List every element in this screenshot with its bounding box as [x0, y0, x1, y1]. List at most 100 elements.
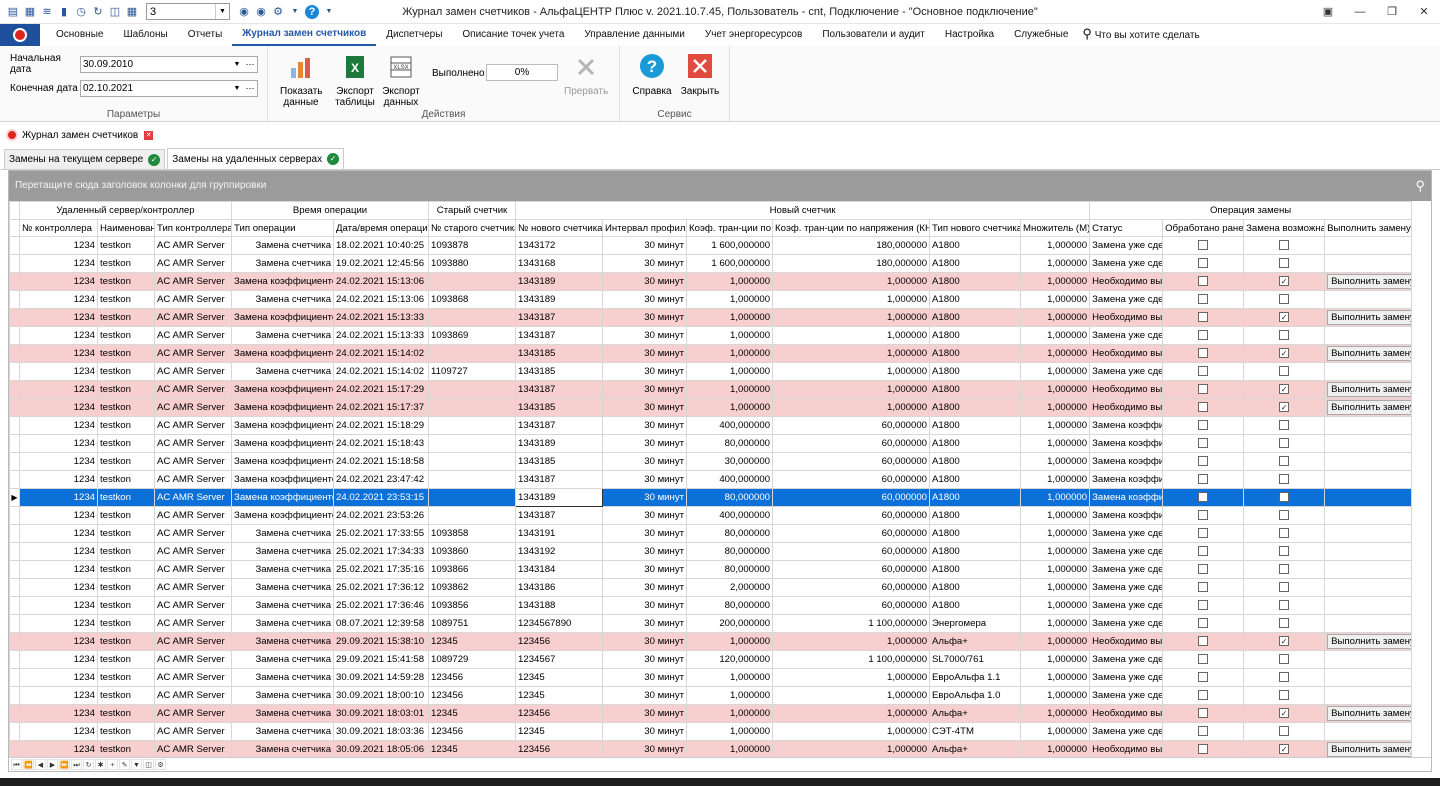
cell-current-ratio[interactable]: 1,000000 [686, 740, 774, 759]
cell-controller-type[interactable]: AC AMR Server [153, 578, 233, 597]
row-indicator[interactable] [9, 740, 20, 759]
execute-replacement-button[interactable]: Выполнить замену [1327, 706, 1411, 721]
cell-controller-type[interactable]: AC AMR Server [153, 650, 233, 669]
row-indicator[interactable] [9, 362, 20, 381]
cell-controller-type[interactable]: AC AMR Server [153, 254, 233, 273]
col-execute-replacement[interactable]: Выполнить замену [1324, 219, 1413, 237]
binoculars-icon[interactable]: ◉ [239, 6, 249, 18]
cell-processed-earlier[interactable] [1162, 524, 1245, 543]
cell-voltage-ratio[interactable]: 1,000000 [772, 290, 931, 309]
tab-users-audit[interactable]: Пользователи и аудит [822, 29, 925, 40]
col-profile-interval[interactable]: Интервал профиля [602, 219, 688, 237]
cell-profile-interval[interactable]: 30 минут [602, 632, 688, 651]
table-row[interactable]: 1234 testkon AC AMR Server Замена коэффицие… [9, 506, 1413, 525]
cell-controller-no[interactable]: 1234 [19, 254, 98, 273]
cell-profile-interval[interactable]: 30 минут [602, 524, 688, 543]
execute-replacement-button[interactable]: Выполнить замену [1327, 742, 1411, 757]
cell-controller-no[interactable]: 1234 [19, 686, 98, 705]
col-controller-no[interactable]: № контроллера [19, 219, 98, 237]
cell-profile-interval[interactable]: 30 минут [602, 596, 688, 615]
cell-voltage-ratio[interactable]: 1,000000 [772, 398, 931, 417]
cell-old-meter-no[interactable] [428, 434, 517, 453]
cell-name[interactable]: testkon [97, 560, 155, 579]
cell-operation-type[interactable]: Замена счетчика [231, 236, 335, 255]
cell-operation-datetime[interactable]: 24.02.2021 15:14:02 [333, 344, 430, 363]
cell-new-meter-no[interactable]: 1343189 [515, 488, 604, 507]
cell-voltage-ratio[interactable]: 60,000000 [772, 470, 931, 489]
checkbox[interactable] [1198, 492, 1209, 503]
cell-new-meter-no[interactable]: 1343189 [515, 434, 604, 453]
prev-page-icon[interactable]: ⏪ [23, 759, 34, 770]
cell-replacement-possible[interactable]: ✓ [1243, 272, 1326, 291]
cell-controller-no[interactable]: 1234 [19, 344, 98, 363]
cell-processed-earlier[interactable] [1162, 398, 1245, 417]
cell-current-ratio[interactable]: 1,000000 [686, 398, 774, 417]
table-row[interactable]: 1234 testkon AC AMR Server Замена коэффицие… [9, 380, 1413, 399]
ellipsis-icon[interactable]: ⋯ [245, 58, 255, 69]
row-indicator[interactable] [9, 344, 20, 363]
cell-operation-datetime[interactable]: 24.02.2021 15:18:29 [333, 416, 430, 435]
cell-old-meter-no[interactable]: 1093868 [428, 290, 517, 309]
cell-voltage-ratio[interactable]: 1,000000 [772, 272, 931, 291]
cell-controller-no[interactable]: 1234 [19, 272, 98, 291]
checkbox[interactable] [1279, 618, 1290, 629]
cell-profile-interval[interactable]: 30 минут [602, 290, 688, 309]
cell-replacement-possible[interactable] [1243, 470, 1326, 489]
checkbox[interactable] [1279, 492, 1290, 503]
cell-multiplier[interactable]: 1,000000 [1020, 452, 1091, 471]
table-icon[interactable]: ▦ [24, 6, 36, 18]
cell-controller-type[interactable]: AC AMR Server [153, 308, 233, 327]
cell-old-meter-no[interactable] [428, 344, 517, 363]
ellipsis-icon[interactable]: ⋯ [245, 82, 255, 93]
checkbox[interactable] [1198, 348, 1209, 359]
cell-controller-type[interactable]: AC AMR Server [153, 560, 233, 579]
checkbox[interactable] [1279, 258, 1290, 269]
cell-execute-replacement[interactable]: Выполнить замену [1324, 272, 1413, 291]
cell-profile-interval[interactable]: 30 минут [602, 416, 688, 435]
cell-controller-type[interactable]: AC AMR Server [153, 542, 233, 561]
cell-old-meter-no[interactable] [428, 308, 517, 327]
chevron-down-icon[interactable]: ▼ [233, 60, 241, 68]
cell-operation-type[interactable]: Замена счетчика [231, 704, 335, 723]
cell-operation-type[interactable]: Замена счетчика [231, 632, 335, 651]
execute-replacement-button[interactable]: Выполнить замену [1327, 310, 1411, 325]
gauge-icon[interactable]: ◷ [76, 6, 86, 18]
execute-replacement-button[interactable]: Выполнить замену [1327, 382, 1411, 397]
cell-processed-earlier[interactable] [1162, 380, 1245, 399]
cell-controller-no[interactable]: 1234 [19, 398, 98, 417]
cell-controller-no[interactable]: 1234 [19, 308, 98, 327]
cell-controller-type[interactable]: AC AMR Server [153, 686, 233, 705]
cell-name[interactable]: testkon [97, 290, 155, 309]
checkbox[interactable] [1198, 672, 1209, 683]
cell-operation-datetime[interactable]: 24.02.2021 15:18:43 [333, 434, 430, 453]
cell-current-ratio[interactable]: 1 600,000000 [686, 236, 774, 255]
checkbox[interactable] [1198, 528, 1209, 539]
tab-dispatchers[interactable]: Диспетчеры [386, 29, 443, 40]
cell-new-meter-type[interactable]: A1800 [929, 488, 1022, 507]
checkbox[interactable] [1198, 690, 1209, 701]
cell-profile-interval[interactable]: 30 минут [602, 650, 688, 669]
cell-multiplier[interactable]: 1,000000 [1020, 524, 1091, 543]
cell-new-meter-no[interactable]: 1343168 [515, 254, 604, 273]
cell-operation-datetime[interactable]: 08.07.2021 12:39:58 [333, 614, 430, 633]
cell-controller-no[interactable]: 1234 [19, 470, 98, 489]
cell-voltage-ratio[interactable]: 60,000000 [772, 416, 931, 435]
cell-voltage-ratio[interactable]: 1,000000 [772, 380, 931, 399]
cell-current-ratio[interactable]: 80,000000 [686, 560, 774, 579]
cell-status[interactable]: Замена уже сдел [1089, 236, 1164, 255]
cell-controller-type[interactable]: AC AMR Server [153, 326, 233, 345]
table-row[interactable]: 1234 testkon AC AMR Server Замена счетчика 2… [9, 362, 1413, 381]
table-row[interactable]: ▶ 1234 testkon AC AMR Server Замена коэффици… [9, 488, 1413, 507]
cell-operation-type[interactable]: Замена коэффициентов [231, 506, 335, 525]
cell-operation-type[interactable]: Замена коэффициентов [231, 452, 335, 471]
cell-controller-no[interactable]: 1234 [19, 596, 98, 615]
cell-processed-earlier[interactable] [1162, 668, 1245, 687]
cell-status[interactable]: Замена уже сдел [1089, 614, 1164, 633]
table-row[interactable]: 1234 testkon AC AMR Server Замена коэффицие… [9, 398, 1413, 417]
cell-operation-type[interactable]: Замена счетчика [231, 722, 335, 741]
cell-new-meter-type[interactable]: A1800 [929, 434, 1022, 453]
row-indicator[interactable] [9, 524, 20, 543]
cell-operation-type[interactable]: Замена счетчика [231, 542, 335, 561]
checkbox[interactable] [1198, 438, 1209, 449]
cell-name[interactable]: testkon [97, 236, 155, 255]
